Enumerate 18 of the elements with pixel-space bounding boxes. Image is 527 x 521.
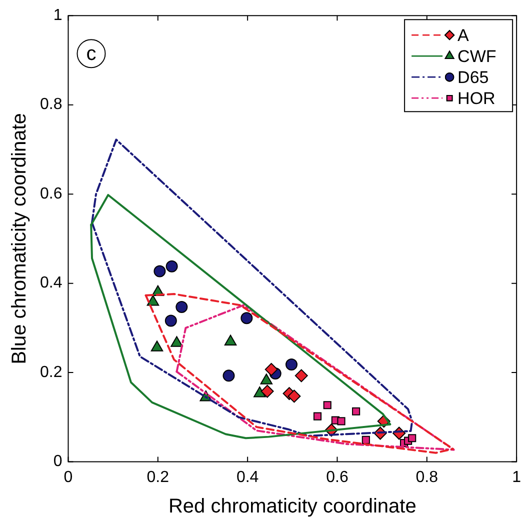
legend-label: CWF — [458, 46, 496, 66]
x-tick-label: 0.6 — [326, 468, 348, 486]
y-tick-label: 0.4 — [40, 274, 62, 292]
x-axis-title: Red chromaticity coordinate — [168, 496, 416, 518]
x-tick-label: 0.8 — [416, 468, 438, 486]
y-tick-label: 0.8 — [40, 96, 62, 114]
x-tick-label: 0.2 — [146, 468, 170, 486]
y-tick-label: 0.2 — [40, 364, 62, 381]
legend-label: A — [458, 26, 470, 45]
y-tick-label: 0 — [53, 453, 62, 470]
x-tick-label: 0.4 — [236, 468, 259, 486]
y-tick-label: 0.6 — [40, 185, 62, 202]
annotation: c — [86, 43, 96, 66]
y-tick-label: 1 — [53, 7, 62, 24]
x-tick-label: 1 — [512, 468, 522, 486]
y-axis-title: Blue chromaticity coordinate — [8, 113, 31, 364]
legend-label: HOR — [458, 88, 496, 108]
legend-label: D65 — [458, 68, 489, 87]
